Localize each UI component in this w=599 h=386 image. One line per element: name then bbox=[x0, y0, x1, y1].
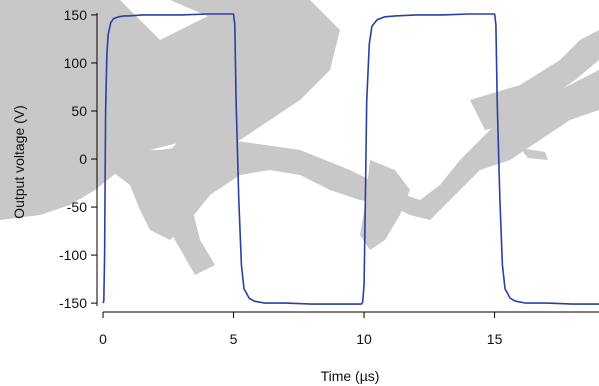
y-axis-title: Output voltage (V) bbox=[11, 105, 27, 219]
watermark-graphic bbox=[0, 0, 599, 275]
y-tick-label: 100 bbox=[64, 55, 88, 71]
y-tick-label: 0 bbox=[79, 151, 87, 167]
x-ticks: 0 5 10 15 bbox=[99, 312, 503, 347]
y-tick-label: -50 bbox=[67, 199, 87, 215]
watermark-shape-4 bbox=[470, 30, 599, 130]
x-tick-label: 15 bbox=[487, 331, 503, 347]
watermark-shape-2 bbox=[150, 0, 340, 275]
y-ticks: -150 -100 -50 0 50 100 150 bbox=[59, 7, 97, 311]
watermark-shape-5 bbox=[520, 148, 548, 160]
axes: -150 -100 -50 0 50 100 150 0 5 10 15 bbox=[59, 7, 599, 347]
x-axis-title: Time (µs) bbox=[321, 368, 380, 384]
y-tick-label: -100 bbox=[59, 247, 87, 263]
y-tick-label: -150 bbox=[59, 295, 87, 311]
x-tick-label: 10 bbox=[356, 331, 372, 347]
x-tick-label: 0 bbox=[99, 331, 107, 347]
x-tick-label: 5 bbox=[230, 331, 238, 347]
y-tick-label: 50 bbox=[71, 103, 87, 119]
series-line-0 bbox=[102, 13, 599, 305]
y-tick-label: 150 bbox=[64, 7, 88, 23]
series-layer bbox=[102, 13, 599, 305]
watermark-shape-6 bbox=[360, 160, 410, 250]
watermark-shape-1 bbox=[0, 0, 290, 220]
